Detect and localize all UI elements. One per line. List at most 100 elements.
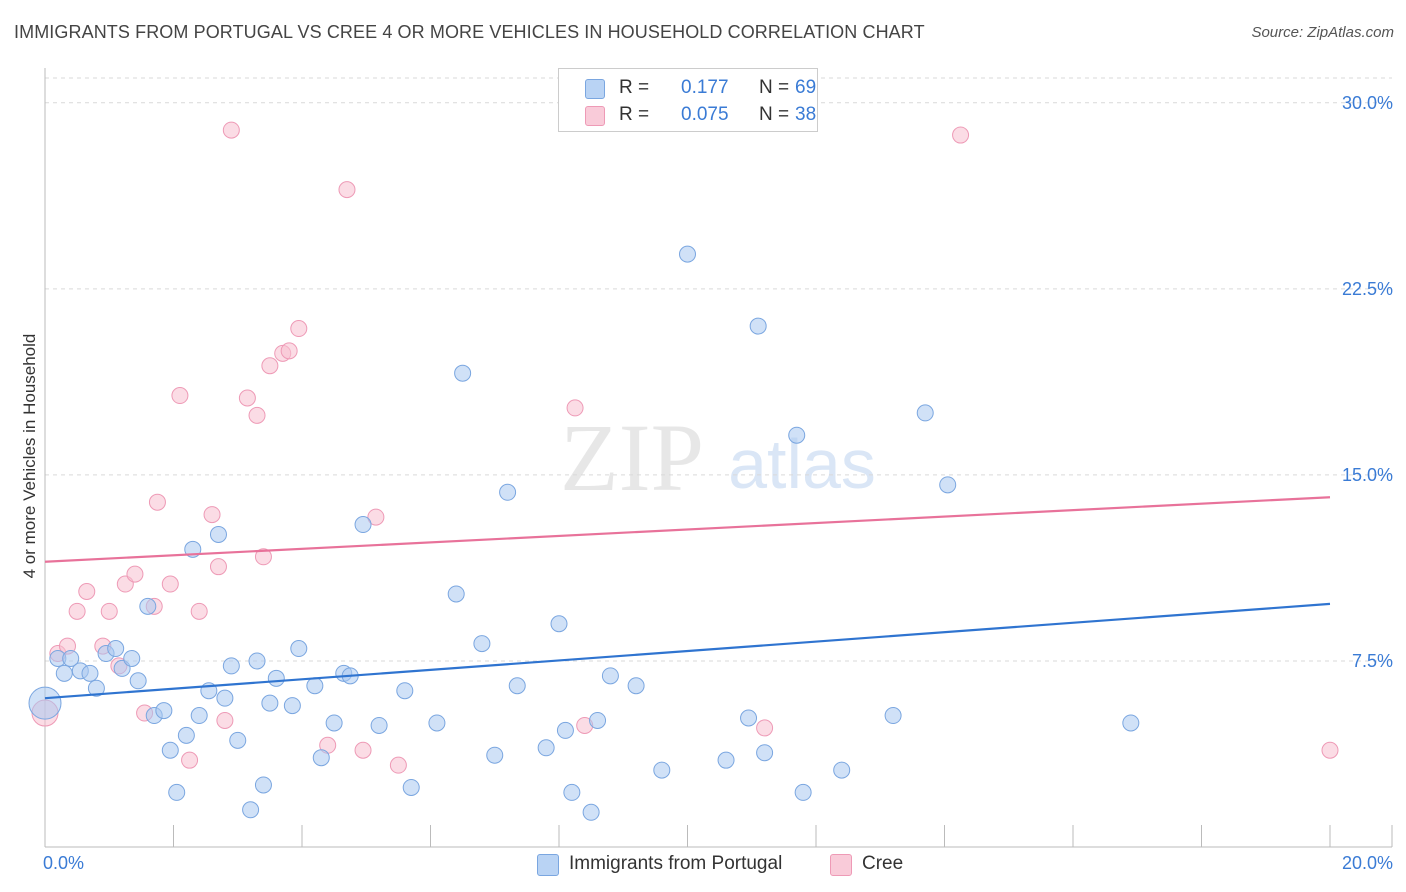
- portugal-point: [454, 364, 472, 382]
- portugal-point: [222, 657, 240, 675]
- portugal-point: [556, 721, 574, 739]
- portugal-point: [129, 672, 147, 690]
- portugal-point: [717, 751, 735, 769]
- cree-points: [31, 121, 1339, 774]
- portugal-point: [447, 585, 465, 603]
- cree-point: [952, 126, 970, 144]
- r-value: 0.075: [681, 104, 729, 125]
- r-label: R =: [619, 77, 650, 98]
- cree-swatch: [585, 106, 605, 126]
- portugal-point: [161, 741, 179, 759]
- portugal-point: [209, 525, 227, 543]
- portugal-point: [81, 664, 99, 682]
- cree-point: [248, 406, 266, 424]
- cree-point: [161, 575, 179, 593]
- portugal-point: [254, 776, 272, 794]
- axes: [44, 68, 1393, 848]
- legend-label: Cree: [862, 853, 904, 874]
- r-label: R =: [619, 104, 650, 125]
- portugal-point: [396, 682, 414, 700]
- portugal-point: [589, 711, 607, 729]
- portugal-point: [473, 635, 491, 653]
- portugal-point: [267, 669, 285, 687]
- cree-point: [566, 399, 584, 417]
- cree-point: [756, 719, 774, 737]
- chart-title: IMMIGRANTS FROM PORTUGAL VS CREE 4 OR MO…: [14, 22, 925, 42]
- portugal-point: [123, 649, 141, 667]
- cree-point: [190, 602, 208, 620]
- portugal-point: [87, 679, 105, 697]
- watermark-zip: ZIP: [560, 404, 704, 511]
- cree-point: [126, 565, 144, 583]
- y-tick-label: 15.0%: [1342, 465, 1393, 485]
- portugal-point: [499, 483, 517, 501]
- portugal-point: [833, 761, 851, 779]
- portugal-point: [794, 783, 812, 801]
- cree-point: [261, 357, 279, 375]
- cree-point: [254, 548, 272, 566]
- portugal-point: [177, 726, 195, 744]
- portugal-point: [261, 694, 279, 712]
- watermark: ZIP atlas: [560, 404, 876, 511]
- cree-point: [222, 121, 240, 139]
- portugal-point: [283, 697, 301, 715]
- cree-legend-swatch: [830, 854, 852, 876]
- portugal-point: [679, 245, 696, 263]
- cree-point: [290, 320, 308, 338]
- n-value: 38: [795, 104, 817, 125]
- portugal-point: [916, 404, 934, 422]
- cree-point: [354, 741, 372, 759]
- n-label: N =: [759, 104, 790, 125]
- portugal-point: [428, 714, 446, 732]
- portugal-point: [788, 426, 806, 444]
- cree-trend-line: [44, 496, 1331, 563]
- portugal-point: [550, 615, 568, 633]
- trend-lines: [44, 496, 1331, 700]
- portugal-point: [107, 640, 125, 658]
- portugal-point: [508, 677, 526, 695]
- portugal-point: [139, 597, 157, 615]
- portugal-point: [55, 664, 73, 682]
- portugal-point: [248, 652, 266, 670]
- portugal-point: [28, 686, 62, 720]
- legend-label: Immigrants from Portugal: [569, 853, 783, 874]
- portugal-point: [884, 707, 902, 725]
- portugal-point: [229, 731, 247, 749]
- portugal-point: [582, 803, 600, 821]
- portugal-point: [627, 677, 645, 695]
- portugal-point: [168, 783, 186, 801]
- portugal-point: [740, 709, 758, 727]
- cree-point: [280, 342, 298, 360]
- portugal-point: [242, 801, 260, 819]
- portugal-point: [402, 778, 420, 796]
- cree-point: [181, 751, 199, 769]
- cree-point: [238, 389, 256, 407]
- portugal-point: [216, 689, 234, 707]
- cree-point: [78, 582, 96, 600]
- n-label: N =: [759, 77, 790, 98]
- x-tick-label-min: 0.0%: [43, 853, 84, 873]
- portugal-point: [354, 516, 372, 534]
- y-tick-label: 30.0%: [1342, 93, 1393, 113]
- portugal-point: [749, 317, 767, 335]
- portugal-point: [601, 667, 619, 685]
- portugal-point: [190, 707, 208, 725]
- x-tick-label-max: 20.0%: [1342, 853, 1393, 873]
- portugal-point: [537, 739, 555, 757]
- portugal-legend-swatch: [537, 854, 559, 876]
- portugal-point: [563, 783, 581, 801]
- portugal-point: [1122, 714, 1140, 732]
- portugal-point: [939, 476, 957, 494]
- portugal-point: [290, 640, 308, 658]
- portugal-points: [28, 245, 1140, 821]
- portugal-point: [312, 749, 330, 767]
- r-value: 0.177: [681, 77, 729, 98]
- portugal-point: [653, 761, 671, 779]
- cree-point: [68, 602, 86, 620]
- cree-point: [1321, 741, 1339, 759]
- portugal-point: [486, 746, 504, 764]
- n-value: 69: [795, 77, 817, 98]
- series-legend: Immigrants from Portugal Cree: [0, 852, 1406, 878]
- tick-labels: 7.5% 15.0% 22.5% 30.0% 0.0% 20.0%: [43, 93, 1393, 873]
